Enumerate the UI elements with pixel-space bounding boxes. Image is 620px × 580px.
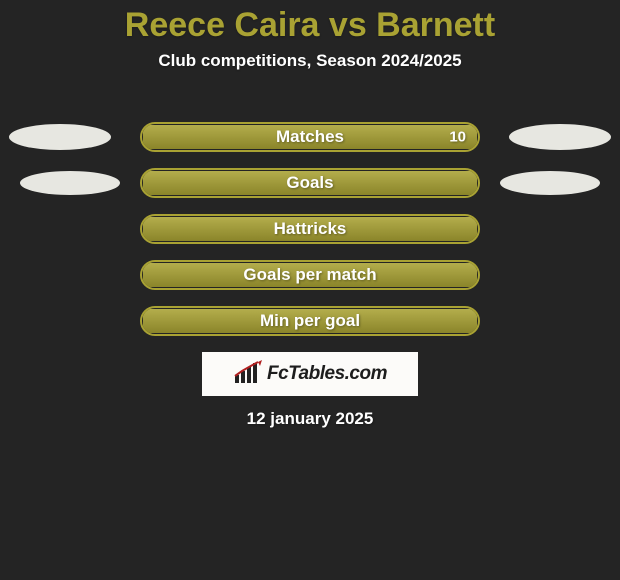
logo-box: FcTables.com bbox=[202, 352, 418, 396]
right-ellipse bbox=[500, 171, 600, 195]
page-title: Reece Caira vs Barnett bbox=[0, 0, 620, 45]
page-root: Reece Caira vs Barnett Club competitions… bbox=[0, 0, 620, 580]
comparison-row: Min per goal bbox=[0, 306, 620, 336]
bar-label: Goals bbox=[286, 173, 333, 193]
bar-right-value: 10 bbox=[449, 129, 466, 146]
page-subtitle: Club competitions, Season 2024/2025 bbox=[0, 51, 620, 71]
comparison-row: Hattricks bbox=[0, 214, 620, 244]
bar-outline: Goals bbox=[140, 168, 480, 198]
right-ellipse bbox=[509, 124, 611, 150]
left-ellipse bbox=[9, 124, 111, 150]
date-label: 12 january 2025 bbox=[247, 409, 374, 429]
bar-outline: Hattricks bbox=[140, 214, 480, 244]
bar-outline: Matches 10 bbox=[140, 122, 480, 152]
bar-label: Hattricks bbox=[274, 219, 347, 239]
bar-outline: Goals per match bbox=[140, 260, 480, 290]
comparison-row: Goals bbox=[0, 168, 620, 198]
comparison-rows: Matches 10 Goals Hattricks Goals per match Mi… bbox=[0, 122, 620, 352]
bar-outline: Min per goal bbox=[140, 306, 480, 336]
bar-chart-trend-icon bbox=[233, 359, 263, 390]
bar-label: Goals per match bbox=[243, 265, 376, 285]
bar-label: Min per goal bbox=[260, 311, 360, 331]
bar-label: Matches bbox=[276, 127, 344, 147]
comparison-row: Goals per match bbox=[0, 260, 620, 290]
left-ellipse bbox=[20, 171, 120, 195]
comparison-row: Matches 10 bbox=[0, 122, 620, 152]
logo-text: FcTables.com bbox=[267, 363, 387, 385]
